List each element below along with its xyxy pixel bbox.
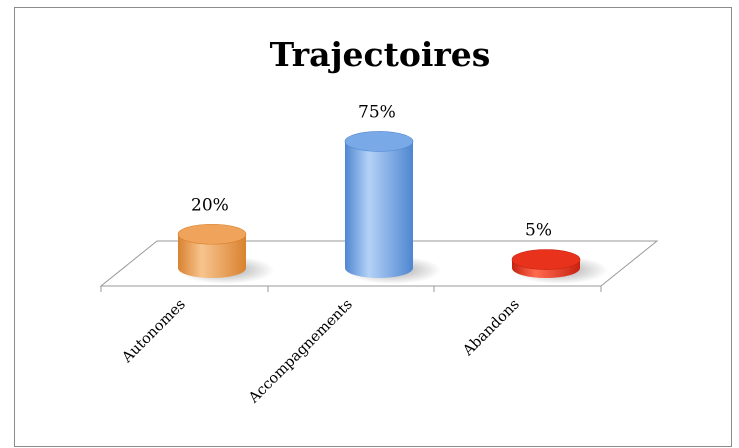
bar-body (178, 234, 246, 278)
bar-accompagnements (344, 131, 441, 284)
bar-top (177, 223, 247, 245)
bar-top (511, 249, 581, 270)
data-label: 75% (358, 102, 396, 122)
bar-abandons (511, 249, 608, 284)
data-label: 20% (191, 195, 229, 215)
chart-title: Trajectoires (270, 35, 491, 74)
data-labels: 20% 75% 5% (191, 102, 552, 240)
category-labels: Autonomes Accompagnements Abandons (119, 297, 523, 407)
bars-group (177, 131, 608, 284)
bar-autonomes (177, 223, 274, 284)
bar-body (345, 141, 413, 278)
category-label: Accompagnements (245, 297, 355, 407)
data-label: 5% (525, 221, 552, 241)
category-label: Autonomes (119, 297, 189, 367)
category-label: Abandons (460, 297, 523, 360)
bar-top (344, 131, 414, 152)
